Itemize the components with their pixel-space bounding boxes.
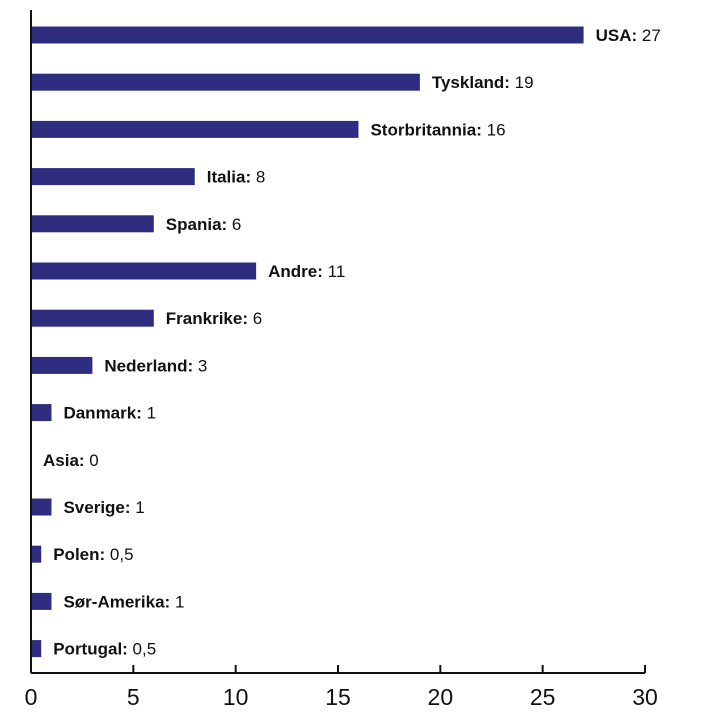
category-name-9: Asia: [43, 451, 85, 470]
value-label-13: 0,5 [128, 640, 156, 659]
bar-3 [31, 168, 195, 186]
value-label-7: 3 [193, 356, 207, 375]
bar-5 [31, 262, 257, 280]
bar-label-10: Sverige: 1 [63, 498, 144, 517]
value-label-1: 19 [510, 73, 534, 92]
bar-13 [31, 640, 42, 658]
x-tick-label-6: 30 [632, 684, 658, 710]
value-label-10: 1 [131, 498, 145, 517]
value-label-4: 6 [227, 215, 241, 234]
bar-7 [31, 356, 93, 374]
bar-label-13: Portugal: 0,5 [53, 640, 156, 659]
bar-label-9: Asia: 0 [43, 451, 99, 470]
x-ticks-group: 0 5 10 15 20 25 30 [25, 665, 658, 710]
bar-label-0: USA: 27 [596, 26, 661, 45]
x-tick-label-1: 5 [127, 684, 140, 710]
bar-0 [31, 26, 584, 44]
value-label-2: 16 [482, 120, 506, 139]
value-label-11: 0,5 [105, 545, 133, 564]
category-name-12: Sør-Amerika: [63, 592, 170, 611]
x-tick-label-3: 15 [325, 684, 351, 710]
value-label-3: 8 [251, 168, 265, 187]
bar-4 [31, 215, 154, 233]
bars-group [31, 26, 584, 658]
category-name-8: Danmark: [63, 404, 141, 423]
bar-11 [31, 545, 42, 563]
bar-label-2: Storbritannia: 16 [370, 120, 505, 139]
x-tick-label-0: 0 [25, 684, 38, 710]
category-name-10: Sverige: [63, 498, 130, 517]
category-name-0: USA: [596, 26, 638, 45]
category-name-6: Frankrike: [166, 309, 248, 328]
bar-label-5: Andre: 11 [268, 262, 345, 281]
category-name-2: Storbritannia: [370, 120, 481, 139]
bar-label-7: Nederland: 3 [104, 356, 207, 375]
bar-1 [31, 73, 420, 91]
category-name-7: Nederland: [104, 356, 193, 375]
bar-10 [31, 498, 52, 516]
bar-label-3: Italia: 8 [207, 168, 266, 187]
bar-12 [31, 592, 52, 610]
value-label-12: 1 [170, 592, 184, 611]
bar-label-8: Danmark: 1 [63, 404, 156, 423]
category-name-1: Tyskland: [432, 73, 510, 92]
bar-6 [31, 309, 154, 327]
value-label-0: 27 [637, 26, 661, 45]
bar-label-11: Polen: 0,5 [53, 545, 133, 564]
value-label-6: 6 [248, 309, 262, 328]
category-name-13: Portugal: [53, 640, 128, 659]
bar-8 [31, 404, 52, 422]
bar-2 [31, 120, 359, 138]
bar-label-6: Frankrike: 6 [166, 309, 262, 328]
x-tick-label-2: 10 [223, 684, 249, 710]
x-tick-label-5: 25 [530, 684, 556, 710]
value-label-5: 11 [323, 262, 345, 281]
category-name-5: Andre: [268, 262, 323, 281]
bar-label-12: Sør-Amerika: 1 [63, 592, 184, 611]
x-tick-label-4: 20 [428, 684, 454, 710]
category-name-3: Italia: [207, 168, 251, 187]
bar-label-4: Spania: 6 [166, 215, 242, 234]
value-label-9: 0 [85, 451, 99, 470]
category-name-11: Polen: [53, 545, 105, 564]
category-name-4: Spania: [166, 215, 227, 234]
bar-label-1: Tyskland: 19 [432, 73, 534, 92]
value-label-8: 1 [142, 404, 156, 423]
